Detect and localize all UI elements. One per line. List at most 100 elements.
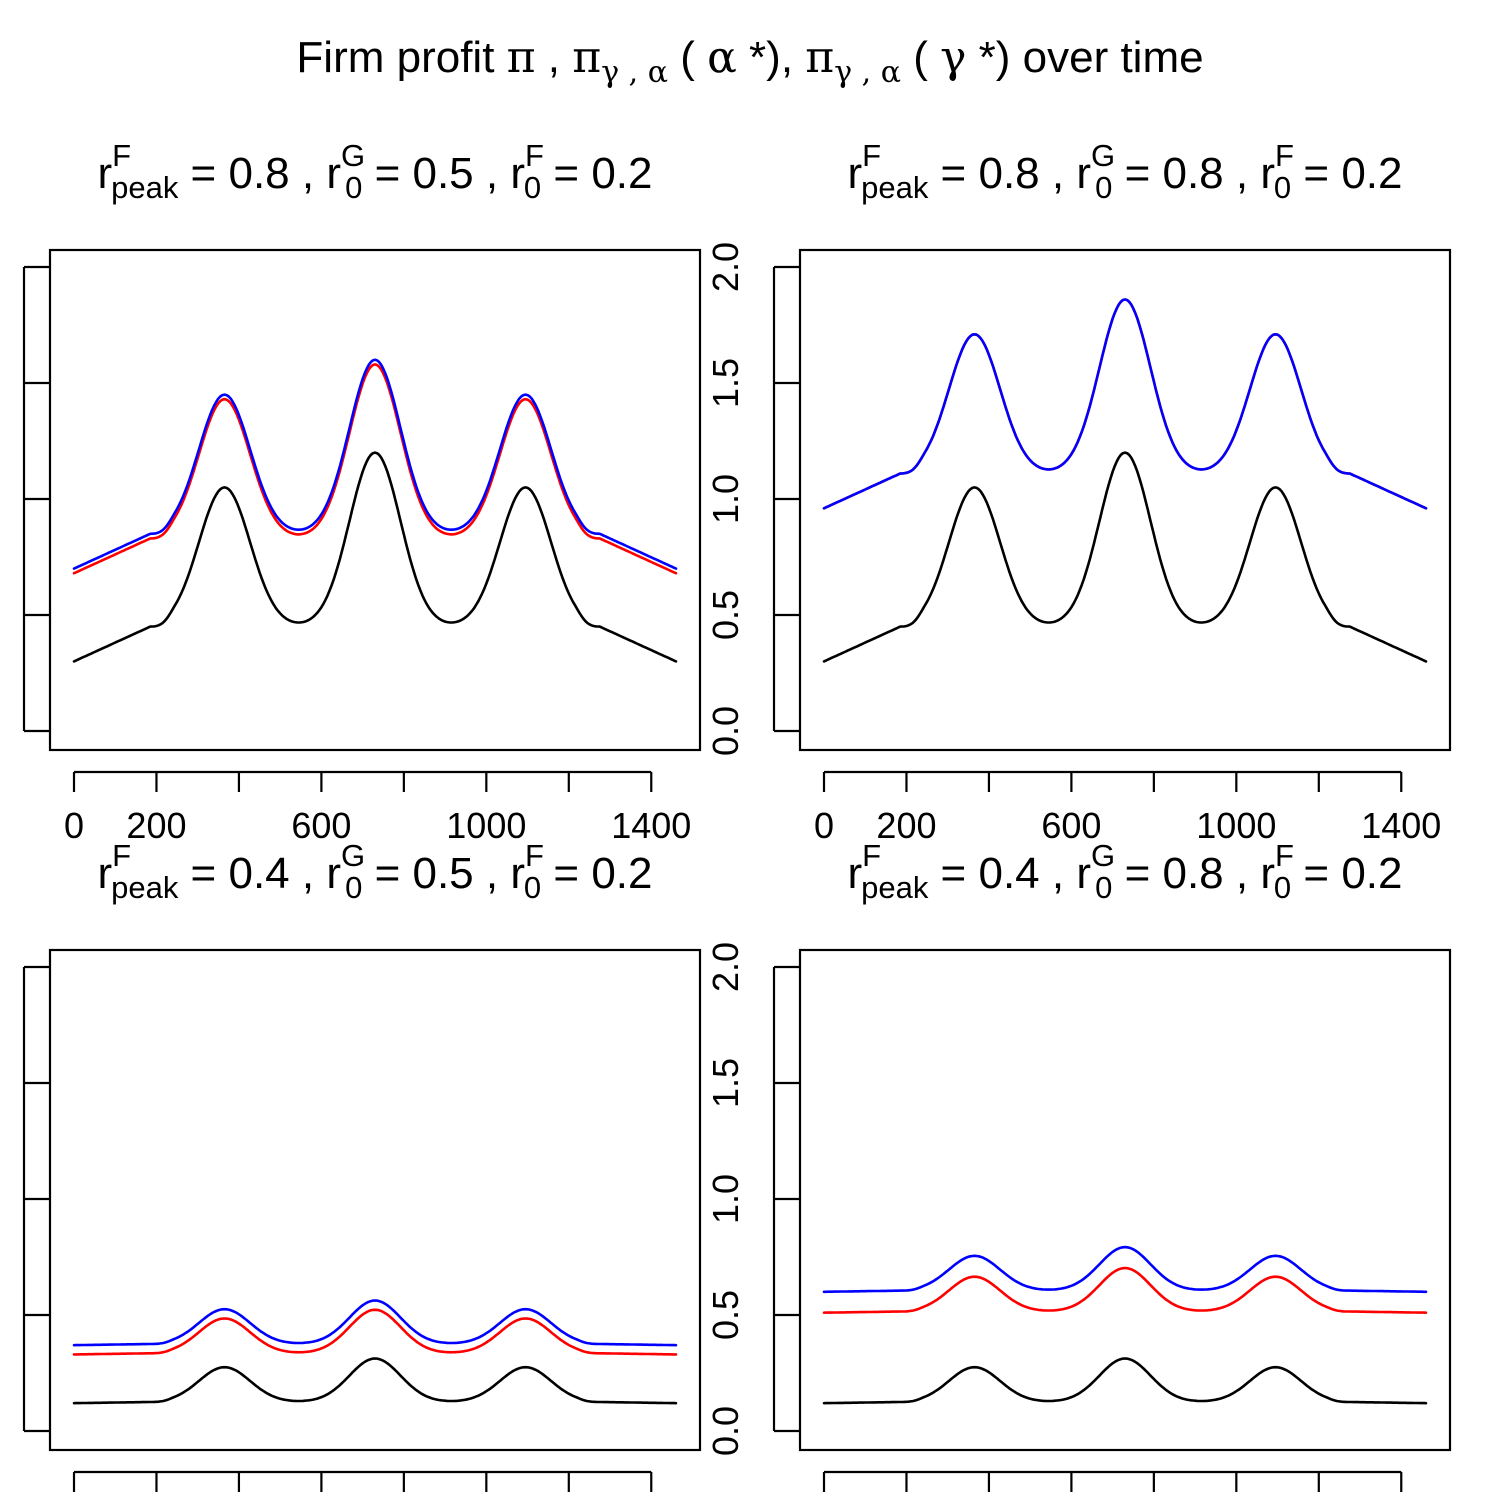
panel-title-r0f-sub: 0 <box>1274 870 1291 905</box>
x-tick-label: 0 <box>64 805 84 846</box>
x-tick-label: 0 <box>814 805 834 846</box>
y-tick-label: 0.5 <box>705 590 746 640</box>
panel-title-r: r <box>510 849 525 898</box>
panel-title-r: r <box>326 149 341 198</box>
series-line-1 <box>822 1266 1428 1314</box>
panel-title-r0g-sub: 0 <box>345 170 362 205</box>
panel-title-r0f-value: = 0.2 <box>1291 149 1402 198</box>
panel-title-r0g-value: = 0.5 , <box>362 149 510 198</box>
panel-title-r: r <box>1260 849 1275 898</box>
main-title-sep: , <box>536 33 573 82</box>
x-tick-label: 200 <box>876 805 936 846</box>
panel-title-r0g-sup: G <box>1091 138 1115 173</box>
panel-title: rF peak = 0.8 , rG 0 = 0.8 , rF 0 = 0.2 <box>848 138 1403 205</box>
panel-title-r0f-sub: 0 <box>1274 170 1291 205</box>
panel-title-r: r <box>1076 149 1091 198</box>
series-line-0 <box>72 1357 678 1405</box>
panel-title-r0g-sub: 0 <box>1095 170 1112 205</box>
panel-title: rF peak = 0.4 , rG 0 = 0.5 , rF 0 = 0.2 <box>98 838 653 905</box>
panel-top-left: rF peak = 0.8 , rG 0 = 0.5 , rF 0 = 0.20.00… <box>22 138 746 846</box>
series-line-0 <box>72 451 678 663</box>
main-title-suffix: over time <box>1023 33 1204 82</box>
panel-title-r0g-sup: G <box>341 138 365 173</box>
y-tick-label: 1.5 <box>705 1058 746 1108</box>
x-tick-label: 200 <box>126 805 186 846</box>
main-title-arg-open-alpha: ( <box>668 33 707 82</box>
y-tick-label: 0.0 <box>705 706 746 756</box>
series-line-1 <box>822 298 1428 510</box>
panel-title: rF peak = 0.8 , rG 0 = 0.5 , rF 0 = 0.2 <box>98 138 653 205</box>
main-title-gamma: γ <box>940 32 966 83</box>
panel-title-r: r <box>1076 849 1091 898</box>
plot-frame <box>798 248 1452 752</box>
panel-title-r0f-sub: 0 <box>524 870 541 905</box>
panel-title-r0g-sup: G <box>1091 838 1115 873</box>
panel-title-r0g-value: = 0.8 , <box>1112 849 1260 898</box>
main-title-pi-gamma: π <box>805 32 834 83</box>
main-title: Firm profit π , πγ , α ( α *), πγ , α ( … <box>296 32 1203 90</box>
panel-bottom-right: rF peak = 0.4 , rG 0 = 0.8 , rF 0 = 0.2 <box>772 838 1452 1492</box>
series-line-1 <box>72 363 678 575</box>
panel-title-r0g-sup: G <box>341 838 365 873</box>
series-line-1 <box>72 1308 678 1356</box>
y-tick-label: 2.0 <box>705 942 746 992</box>
panel-title: rF peak = 0.4 , rG 0 = 0.8 , rF 0 = 0.2 <box>848 838 1403 905</box>
panel-title-rpeak-sub: peak <box>111 870 179 905</box>
x-tick-label: 1400 <box>611 805 691 846</box>
panel-title-rpeak-sup: F <box>862 138 881 173</box>
panel-title-r0g-value: = 0.5 , <box>362 849 510 898</box>
panel-title-r0f-value: = 0.2 <box>541 149 652 198</box>
panel-title-rpeak-sup: F <box>862 838 881 873</box>
series-line-0 <box>822 451 1428 663</box>
panel-title-r0f-value: = 0.2 <box>1291 849 1402 898</box>
series-line-2 <box>822 1245 1428 1294</box>
y-tick-label: 1.0 <box>705 1174 746 1224</box>
main-title-prefix: Firm profit <box>296 33 506 82</box>
panel-title-r0g-sub: 0 <box>345 870 362 905</box>
panel-title-r: r <box>326 849 341 898</box>
panel-title-r0g-sub: 0 <box>1095 870 1112 905</box>
panel-title-rpeak-value: = 0.4 , <box>178 849 326 898</box>
panel-title-r0f-sup: F <box>1275 838 1294 873</box>
y-tick-label: 2.0 <box>705 242 746 292</box>
main-title-arg-close-alpha: *), <box>737 33 805 82</box>
x-tick-label: 600 <box>1041 805 1101 846</box>
series-line-0 <box>822 1357 1428 1405</box>
panel-title-r: r <box>848 149 863 198</box>
x-tick-label: 1000 <box>1196 805 1276 846</box>
panel-title-r0f-sup: F <box>525 138 544 173</box>
x-tick-label: 600 <box>291 805 351 846</box>
panel-title-r: r <box>510 149 525 198</box>
panel-title-rpeak-sub: peak <box>861 170 929 205</box>
panel-title-r: r <box>1260 149 1275 198</box>
panel-title-r0f-sup: F <box>1275 138 1294 173</box>
main-title-alpha: α <box>707 32 737 83</box>
panel-title-rpeak-value: = 0.8 , <box>178 149 326 198</box>
panel-top-right: rF peak = 0.8 , rG 0 = 0.8 , rF 0 = 0.20 200… <box>772 138 1452 846</box>
series-line-2 <box>822 298 1428 510</box>
panel-bottom-left: rF peak = 0.4 , rG 0 = 0.5 , rF 0 = 0.20.00… <box>22 838 746 1492</box>
panel-title-rpeak-value: = 0.4 , <box>928 849 1076 898</box>
x-tick-label: 1000 <box>446 805 526 846</box>
main-title-pi: π <box>507 32 536 83</box>
panel-title-r: r <box>98 149 113 198</box>
x-tick-label: 1400 <box>1361 805 1441 846</box>
panel-title-rpeak-sub: peak <box>861 870 929 905</box>
main-title-sub-gamma: γ , α <box>834 55 901 90</box>
y-tick-label: 0.5 <box>705 1290 746 1340</box>
main-title-arg-close-gamma: *) <box>966 33 1022 82</box>
panel-title-rpeak-sup: F <box>112 138 131 173</box>
panel-title-r0f-sup: F <box>525 838 544 873</box>
plot-frame <box>48 248 702 752</box>
panel-title-rpeak-value: = 0.8 , <box>928 149 1076 198</box>
main-title-arg-open-gamma: ( <box>901 33 940 82</box>
y-tick-label: 1.0 <box>705 474 746 524</box>
main-title-sub-alpha: γ , α <box>601 55 668 90</box>
main-title-pi-alpha: π <box>572 32 601 83</box>
panel-title-r: r <box>98 849 113 898</box>
panel-title-r0g-value: = 0.8 , <box>1112 149 1260 198</box>
panel-title-r0f-value: = 0.2 <box>541 849 652 898</box>
plot-frame <box>798 948 1452 1452</box>
series-line-2 <box>72 1299 678 1347</box>
